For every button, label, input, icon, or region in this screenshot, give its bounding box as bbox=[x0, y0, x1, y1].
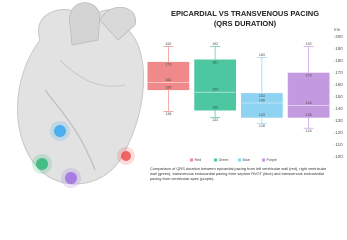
value-label: 192 bbox=[212, 42, 218, 46]
y-tick-label: 200 bbox=[335, 34, 343, 39]
box bbox=[194, 59, 236, 111]
y-tick-label: 130 bbox=[335, 118, 343, 123]
caption-box: Comparison of QRS duration between epica… bbox=[150, 166, 327, 181]
value-label: 133 bbox=[306, 113, 312, 117]
legend-label: Blue bbox=[243, 158, 250, 162]
y-tick-label: 170 bbox=[335, 70, 343, 75]
y-tick-label: 140 bbox=[335, 106, 343, 111]
page: EPICARDIAL VS TRANSVENOUS PACING (QRS DU… bbox=[17, 2, 343, 188]
legend-swatch bbox=[214, 158, 217, 162]
box bbox=[287, 72, 330, 118]
chart-subtitle: (QRS DURATION) bbox=[214, 19, 277, 28]
y-tick-label: 120 bbox=[335, 130, 343, 135]
value-label: 156 bbox=[165, 85, 171, 89]
box bbox=[241, 93, 283, 118]
value-label: 179 bbox=[165, 63, 171, 67]
y-tick-label: 190 bbox=[335, 46, 343, 51]
value-label: 145 bbox=[259, 98, 265, 102]
chart-title: EPICARDIAL VS TRANSVENOUS PACING bbox=[171, 9, 319, 18]
caption: Comparison of QRS duration between epica… bbox=[150, 166, 327, 181]
value-label: 133 bbox=[259, 113, 265, 117]
legend-label: Green bbox=[219, 158, 229, 162]
value-label: 143 bbox=[306, 101, 312, 105]
y-axis-label: ms bbox=[334, 27, 341, 32]
value-label: 170 bbox=[306, 73, 312, 77]
y-tick-label: 160 bbox=[335, 82, 343, 87]
value-label: 133 bbox=[212, 118, 218, 122]
legend-swatch bbox=[238, 158, 241, 162]
value-label: 192 bbox=[306, 42, 312, 46]
legend-label: Red bbox=[195, 158, 202, 162]
value-label: 139 bbox=[212, 106, 218, 110]
value-label: 183 bbox=[259, 53, 265, 57]
value-label: 162 bbox=[165, 78, 171, 82]
value-label: 153 bbox=[259, 94, 265, 98]
value-label: 192 bbox=[165, 42, 171, 46]
legend-label: Purple bbox=[267, 158, 277, 162]
value-label: 154 bbox=[212, 88, 218, 92]
value-label: 124 bbox=[306, 129, 312, 133]
y-tick-label: 110 bbox=[335, 142, 343, 147]
y-tick-label: 100 bbox=[335, 154, 343, 159]
legend-swatch bbox=[190, 158, 193, 162]
value-label: 138 bbox=[165, 112, 171, 116]
box bbox=[147, 61, 190, 91]
legend-swatch bbox=[262, 158, 265, 162]
value-label: 181 bbox=[212, 60, 218, 64]
y-tick-label: 180 bbox=[335, 58, 343, 63]
value-label: 128 bbox=[259, 124, 265, 128]
heart-illustration bbox=[17, 2, 145, 188]
y-tick-label: 150 bbox=[335, 94, 343, 99]
